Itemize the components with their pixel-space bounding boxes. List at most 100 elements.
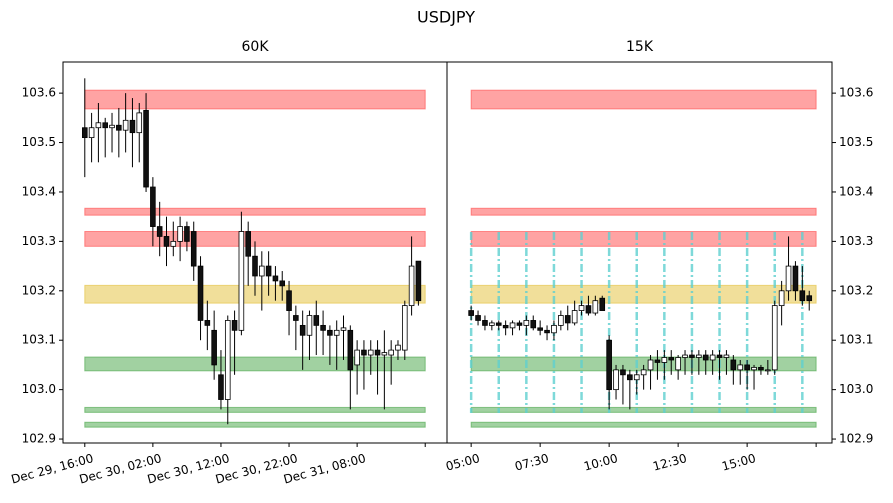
panel-title: 15K [626,39,654,55]
candle-body [265,265,272,277]
candle-body [395,344,401,351]
y-tick-label: 103.1 [22,333,56,347]
zone [84,406,426,413]
candle-body [299,324,306,336]
candle-body [606,339,612,391]
candle-body [204,320,211,326]
candle-body [211,329,217,366]
candle-body [88,127,95,139]
candle-body [402,305,408,351]
candle-body [723,354,730,358]
y-tick-label: 103.3 [839,234,873,248]
candle-body [537,327,543,331]
candle-body [468,310,474,316]
candle-body [778,290,785,307]
candle-body [218,374,224,400]
candle-body [259,265,265,277]
zone [84,207,426,216]
candle-body [306,315,313,336]
candle-body [327,329,333,336]
candle-body [286,290,292,311]
candle-body [347,329,354,371]
candle-body [620,369,626,376]
candle-body [231,320,238,331]
y-tick-label: 103.0 [839,382,873,396]
x-tick-label: 05:00 [444,451,481,473]
candle-body [177,226,183,242]
candle-body [489,322,495,326]
candle-body [116,124,122,131]
candle-body [627,374,633,381]
x-tick-label: 07:30 [513,451,550,473]
candle-body [806,295,813,302]
candle-body [696,354,702,358]
candle-body [668,357,675,361]
candle-body [184,226,190,242]
y-tick-label: 103.2 [22,283,56,297]
candle-body [509,322,516,329]
zone [470,421,817,428]
candle-body [163,236,170,247]
candle-body [408,265,415,307]
y-tick-label: 103.6 [839,86,873,100]
candle-body [599,297,606,311]
candle-body [354,349,360,366]
candle-body [252,255,258,277]
candle-body [197,265,204,321]
candle-body [709,354,716,361]
candle-body [702,354,709,361]
candle-body [224,320,231,400]
candle-body [238,231,245,331]
candle-body [785,265,792,292]
y-tick-label: 103.1 [839,333,873,347]
zone [470,230,817,247]
candle-body [765,369,771,372]
y-tick-label: 102.9 [839,432,873,446]
figure-title: USDJPY [417,8,475,27]
y-tick-label: 103.0 [22,382,56,396]
candle-body [592,300,599,314]
candle-body [502,324,509,329]
zone [470,207,817,216]
candle-body [340,327,347,331]
candle-body [675,357,681,371]
candle-body [633,374,640,381]
y-tick-label: 103.6 [22,86,56,100]
candle-body [544,329,550,334]
panel-title: 60K [242,39,270,55]
candle-body [272,275,279,282]
candle-body [640,369,647,376]
candle-body [102,122,108,129]
candle-body [95,122,102,129]
y-tick-label: 103.2 [839,283,873,297]
candle-body [129,119,136,134]
y-tick-label: 103.4 [839,184,873,198]
candle-body [482,320,488,326]
zone [470,406,817,413]
zone [470,284,817,304]
candle-body [388,349,394,356]
y-tick-label: 103.5 [839,135,873,149]
candle-body [578,305,585,311]
candle-body [585,305,592,314]
candle-body [730,359,737,371]
candle-body [661,357,668,363]
candle-body [689,354,695,358]
candle-body [613,369,619,391]
candle-body [293,315,299,321]
candle-body [136,112,143,134]
candle-body [170,240,177,247]
candle-body [495,322,502,326]
candle-body [415,260,422,302]
candle-body [313,315,320,326]
candle-body [320,324,326,331]
x-tick-label: 12:30 [651,451,688,473]
candle-body [558,315,564,326]
candle-body [143,110,149,188]
candle-body [751,366,757,371]
candle-body [799,290,806,302]
candle-body [245,231,251,257]
candle-body [530,320,537,329]
candle-body [647,359,654,371]
